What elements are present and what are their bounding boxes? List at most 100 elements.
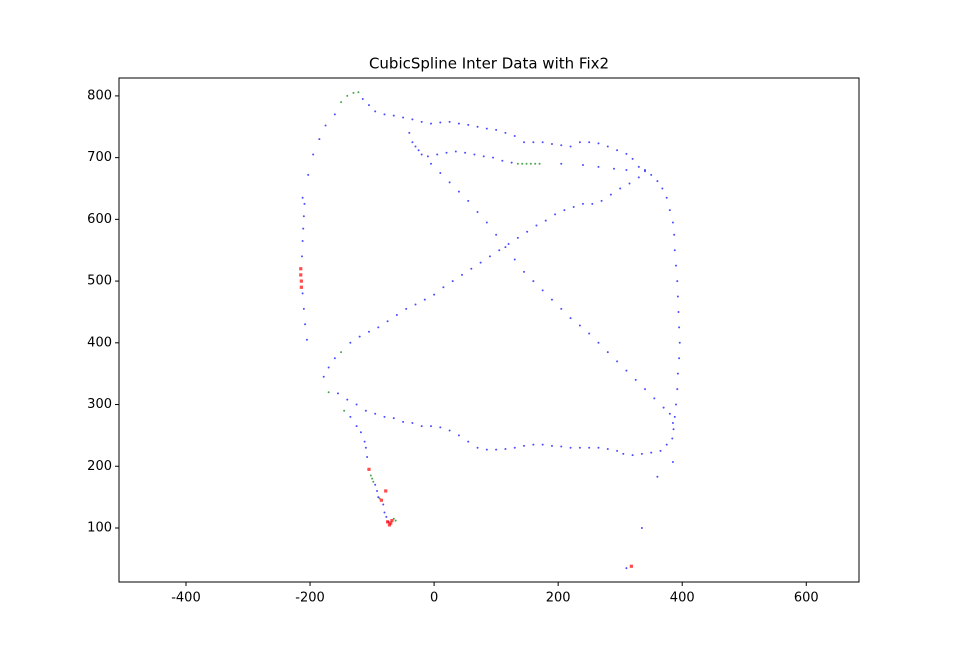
point — [673, 249, 676, 252]
point — [485, 448, 488, 451]
x-tick-label: -400 — [171, 591, 201, 606]
point — [671, 422, 674, 425]
point — [377, 326, 380, 329]
point — [525, 162, 528, 165]
point — [322, 375, 325, 378]
point — [411, 118, 414, 121]
point — [454, 150, 457, 153]
point — [358, 335, 361, 338]
point — [625, 152, 628, 155]
point — [467, 123, 470, 126]
point — [392, 417, 395, 420]
point — [355, 403, 358, 406]
point — [673, 415, 676, 418]
point — [569, 145, 572, 148]
point — [597, 446, 600, 449]
point — [606, 145, 609, 148]
point — [457, 122, 460, 125]
point — [369, 474, 372, 477]
point — [374, 483, 377, 486]
point — [479, 261, 482, 264]
point — [439, 121, 442, 124]
point — [665, 443, 668, 446]
point — [411, 422, 414, 425]
point — [625, 567, 628, 570]
point — [600, 199, 603, 202]
y-tick-label: 400 — [87, 335, 112, 350]
point — [578, 141, 581, 144]
point — [578, 324, 581, 327]
point — [662, 406, 665, 409]
point — [631, 454, 634, 457]
point — [346, 398, 349, 401]
point — [495, 233, 498, 236]
point — [532, 141, 535, 144]
point — [644, 388, 647, 391]
point — [448, 429, 451, 432]
point — [371, 477, 374, 480]
point — [346, 94, 349, 97]
point — [625, 168, 628, 171]
point — [426, 155, 429, 158]
point — [581, 164, 584, 167]
point — [495, 128, 498, 131]
point — [504, 131, 507, 134]
point — [541, 141, 544, 144]
point — [597, 142, 600, 145]
plot-frame — [118, 77, 860, 583]
point — [513, 258, 516, 261]
point — [671, 221, 674, 224]
point — [420, 425, 423, 428]
point — [394, 519, 397, 522]
point — [671, 437, 674, 440]
point — [588, 141, 591, 144]
point — [300, 255, 303, 258]
x-tick-label: -200 — [295, 591, 325, 606]
point — [383, 113, 386, 116]
point — [423, 298, 426, 301]
y-tick-label: 300 — [87, 397, 112, 412]
point — [374, 412, 377, 415]
point — [374, 110, 377, 113]
point — [467, 199, 470, 202]
point — [395, 314, 398, 317]
point — [405, 307, 408, 310]
point — [609, 193, 612, 196]
point — [470, 267, 473, 270]
point — [383, 511, 386, 514]
point — [597, 341, 600, 344]
point — [384, 489, 388, 493]
point — [340, 101, 343, 104]
y-tick-label: 200 — [87, 459, 112, 474]
point — [457, 434, 460, 437]
point — [301, 239, 304, 242]
point — [560, 144, 563, 147]
point — [333, 113, 336, 116]
point — [510, 161, 513, 164]
point — [343, 409, 346, 412]
point — [301, 196, 304, 199]
point — [616, 449, 619, 452]
point — [433, 293, 436, 296]
point — [581, 202, 584, 205]
point — [671, 460, 674, 463]
point — [637, 165, 640, 168]
point — [485, 221, 488, 224]
point — [678, 326, 681, 329]
point — [359, 431, 362, 434]
point — [513, 135, 516, 138]
point — [656, 180, 659, 183]
point — [340, 351, 343, 354]
point — [377, 496, 380, 499]
point — [461, 273, 464, 276]
point — [675, 403, 678, 406]
point — [430, 122, 433, 125]
point — [516, 236, 519, 239]
point — [659, 449, 662, 452]
point — [526, 230, 529, 233]
point — [656, 475, 659, 478]
point — [430, 425, 433, 428]
point — [550, 143, 553, 146]
y-tick-label: 500 — [87, 274, 112, 289]
point — [387, 523, 392, 527]
